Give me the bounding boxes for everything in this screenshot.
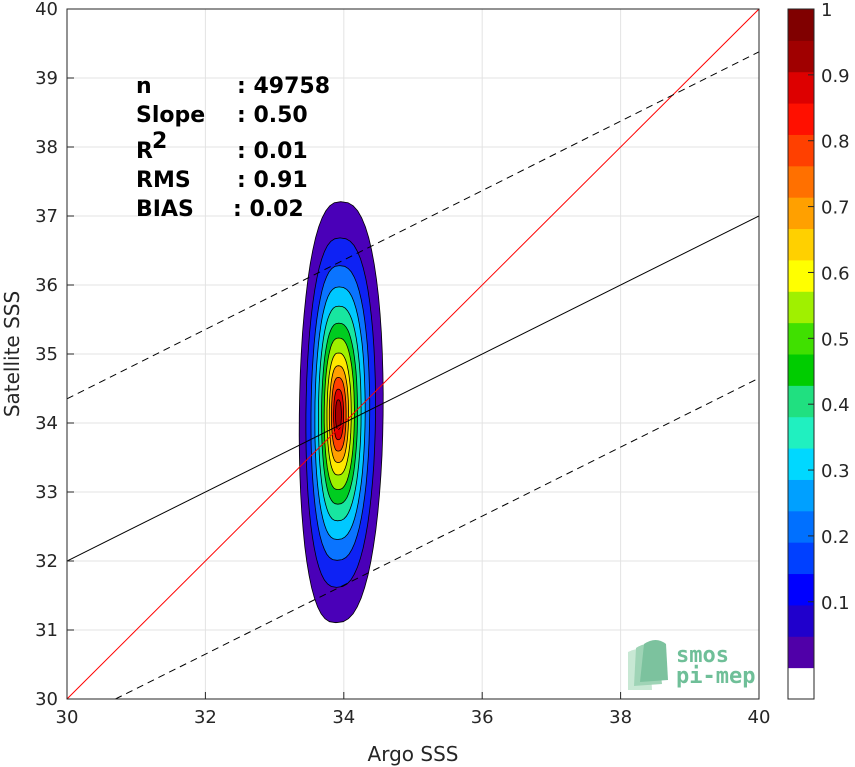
- colorbar-tick-label: 0.3: [821, 461, 850, 482]
- colorbar-tick-label: 0.7: [821, 198, 850, 219]
- colorbar-segment: [788, 291, 814, 324]
- colorbar-segment: [788, 604, 814, 637]
- smos-pi-mep-logo: smos pi-mep: [628, 640, 755, 690]
- y-tick-label: 39: [35, 68, 58, 89]
- y-tick-label: 32: [35, 551, 58, 572]
- x-axis-label: Argo SSS: [368, 742, 459, 766]
- stat-label: R: [136, 139, 153, 164]
- grid: [66, 8, 760, 700]
- stat-superscript: 2: [152, 129, 167, 154]
- stat-value: : 0.01: [237, 139, 308, 164]
- colorbar-tick-label: 0.9: [821, 66, 850, 87]
- stat-label: n: [136, 74, 152, 99]
- colorbar-tick-label: 1: [821, 0, 832, 21]
- colorbar-segment: [788, 40, 814, 73]
- colorbar-segment: [788, 165, 814, 198]
- y-tick-label: 31: [35, 620, 58, 641]
- y-tick-label: 35: [35, 344, 58, 365]
- stat-value: : 0.02: [233, 197, 304, 222]
- colorbar-tick-label: 0.6: [821, 263, 850, 284]
- reference-lines: [67, 9, 759, 699]
- colorbar-tick-label: 0.4: [821, 395, 850, 416]
- colorbar-segment: [788, 636, 814, 669]
- axis-ticks: 30 32 34 36 38 40 30 31 32 33 34 35 36 37 38 39 40: [35, 0, 770, 728]
- colorbar-segment: [788, 510, 814, 543]
- colorbar-segment: [788, 259, 814, 292]
- colorbar-segment: [788, 9, 814, 41]
- colorbar-segment: [788, 479, 814, 512]
- colorbar: 0.1 0.2 0.3 0.4 0.5 0.6 0.7 0.8 0.9 1: [787, 0, 850, 700]
- x-tick-label: 40: [748, 707, 771, 728]
- colorbar-segment: [788, 448, 814, 480]
- stat-value: : 0.91: [237, 168, 308, 193]
- x-tick-label: 38: [609, 707, 632, 728]
- stats-annotation: n : 49758 Slope : 0.50 R 2 : 0.01 RMS : 0.91 BIAS…: [136, 74, 330, 222]
- stat-value: : 0.50: [237, 103, 308, 128]
- density-contours: [298, 201, 384, 624]
- stat-value: : 49758: [237, 74, 330, 99]
- fit-upper-line: [67, 51, 759, 400]
- colorbar-tick-label: 0.8: [821, 132, 850, 153]
- y-tick-label: 37: [35, 206, 58, 227]
- colorbar-tick-label: 0.2: [821, 527, 850, 548]
- stat-label: RMS: [136, 168, 191, 193]
- y-tick-label: 40: [35, 0, 58, 20]
- y-tick-label: 38: [35, 137, 58, 158]
- colorbar-tick-label: 0.1: [821, 593, 850, 614]
- logo-wave-icon: [628, 640, 668, 690]
- fit-line: [67, 215, 759, 562]
- x-tick-label: 32: [194, 707, 217, 728]
- y-tick-label: 36: [35, 275, 58, 296]
- colorbar-segment: [788, 197, 814, 230]
- colorbar-segment: [788, 134, 814, 167]
- colorbar-segment: [788, 103, 814, 135]
- stat-label: Slope: [136, 103, 205, 128]
- colorbar-segment: [788, 385, 814, 418]
- y-tick-label: 33: [35, 482, 58, 503]
- y-axis-label: Satellite SSS: [0, 291, 24, 417]
- x-tick-label: 34: [332, 707, 355, 728]
- y-tick-label: 30: [35, 689, 58, 710]
- y-tick-label: 34: [35, 413, 58, 434]
- stat-label: BIAS: [136, 197, 194, 222]
- contour-level-12: [335, 399, 342, 430]
- colorbar-segment: [788, 573, 814, 606]
- identity-line: [67, 9, 759, 699]
- x-tick-label: 30: [56, 707, 79, 728]
- colorbar-segment: [788, 228, 814, 261]
- colorbar-segment: [788, 542, 814, 575]
- logo-line-1: smos: [676, 643, 729, 668]
- colorbar-segment: [788, 416, 814, 449]
- colorbar-tick-label: 0.5: [821, 329, 850, 350]
- colorbar-segment: [788, 667, 814, 700]
- colorbar-frame: [787, 8, 815, 700]
- colorbar-segment: [788, 71, 814, 104]
- x-tick-label: 36: [471, 707, 494, 728]
- logo-line-2: pi-mep: [676, 664, 755, 689]
- colorbar-segment: [788, 354, 814, 386]
